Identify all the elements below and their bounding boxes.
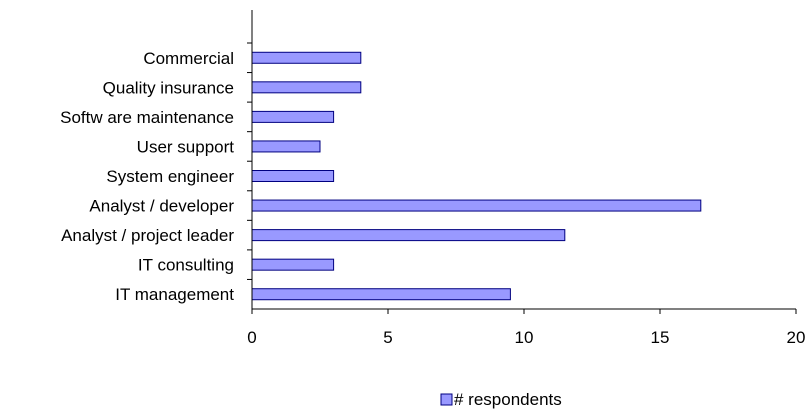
legend-swatch	[440, 393, 453, 406]
bar	[251, 258, 335, 271]
legend-label: # respondents	[454, 390, 562, 409]
category-label: System engineer	[106, 167, 234, 186]
x-tick-label: 10	[515, 328, 534, 347]
category-label: User support	[137, 137, 235, 156]
x-tick-label: 5	[383, 328, 392, 347]
bar	[251, 199, 702, 212]
category-labels: Commercial Quality insurance Softw are mai…	[60, 42, 252, 304]
category-label: Quality insurance	[103, 78, 234, 97]
bars	[251, 51, 702, 301]
bar	[251, 288, 511, 301]
bar	[251, 140, 321, 153]
category-label: IT consulting	[138, 256, 234, 275]
bar	[251, 229, 566, 242]
bar	[251, 51, 362, 64]
category-label: Analyst / project leader	[61, 226, 234, 245]
category-label: IT management	[115, 285, 234, 304]
category-label: Commercial	[143, 49, 234, 68]
bar	[251, 170, 335, 182]
x-tick-label: 15	[651, 328, 670, 347]
bar	[251, 81, 362, 94]
bar	[251, 110, 335, 123]
x-tick-label: 20	[787, 328, 806, 347]
legend: # respondents	[440, 390, 562, 409]
x-axis-ticks: 0 5 10 15 20	[247, 309, 805, 347]
category-label: Softw are maintenance	[60, 108, 234, 127]
category-label: Analyst / developer	[89, 197, 234, 216]
x-tick-label: 0	[247, 328, 256, 347]
